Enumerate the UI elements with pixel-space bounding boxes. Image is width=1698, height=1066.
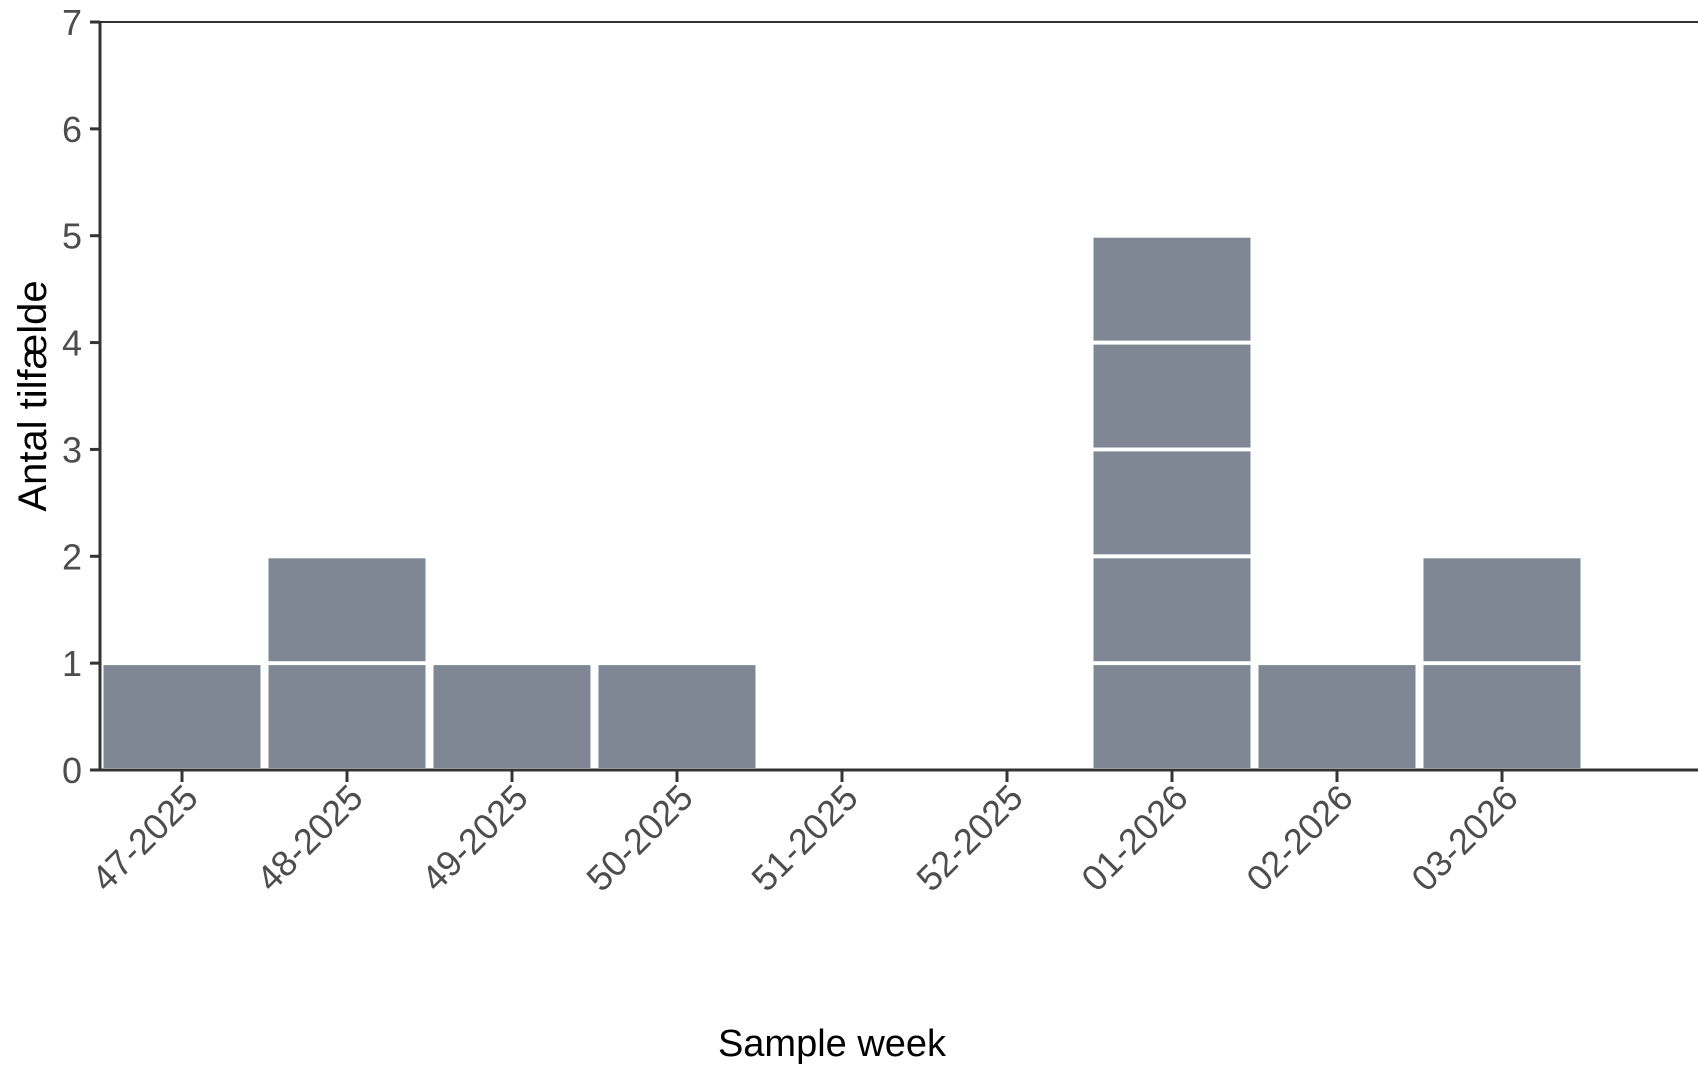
bar-02-2026-unit-1 (1258, 665, 1416, 768)
x-tick-label: 50-2025 (578, 777, 700, 899)
x-tick-label: 49-2025 (413, 777, 535, 899)
y-tick-label: 7 (62, 2, 82, 43)
x-tick-label: 47-2025 (83, 777, 205, 899)
bar-49-2025-unit-1 (433, 665, 591, 768)
y-tick-label: 0 (62, 750, 82, 791)
x-tick-label: 02-2026 (1238, 777, 1360, 899)
bar-47-2025-unit-1 (103, 665, 261, 768)
bar-01-2026-unit-5 (1093, 237, 1251, 341)
bar-48-2025-unit-1 (268, 665, 426, 768)
y-tick-label: 1 (62, 643, 82, 684)
bar-01-2026-unit-2 (1093, 558, 1251, 662)
bar-01-2026-unit-3 (1093, 451, 1251, 555)
bar-48-2025-unit-2 (268, 558, 426, 662)
x-tick-label: 01-2026 (1073, 777, 1195, 899)
y-tick-label: 6 (62, 109, 82, 150)
x-tick-label: 48-2025 (248, 777, 370, 899)
bar-01-2026-unit-1 (1093, 665, 1251, 768)
x-tick-label: 03-2026 (1403, 777, 1525, 899)
y-tick-label: 2 (62, 536, 82, 577)
bar-50-2025-unit-1 (598, 665, 756, 768)
x-tick-label: 51-2025 (743, 777, 865, 899)
y-tick-label: 5 (62, 216, 82, 257)
y-axis-ticks: 0 1 2 3 4 5 6 7 (62, 2, 100, 791)
bar-01-2026-unit-4 (1093, 344, 1251, 448)
y-tick-label: 3 (62, 429, 82, 470)
x-axis-ticks: 47-2025 48-2025 49-2025 50-2025 51-2025 52-20… (83, 770, 1526, 899)
x-tick-label: 52-2025 (908, 777, 1030, 899)
bars (103, 237, 1581, 768)
y-tick-label: 4 (62, 323, 82, 364)
x-axis-title: Sample week (718, 1023, 947, 1065)
y-axis-title: Antal tilfælde (11, 280, 55, 511)
bar-03-2026-unit-2 (1423, 558, 1581, 662)
bar-03-2026-unit-1 (1423, 665, 1581, 768)
